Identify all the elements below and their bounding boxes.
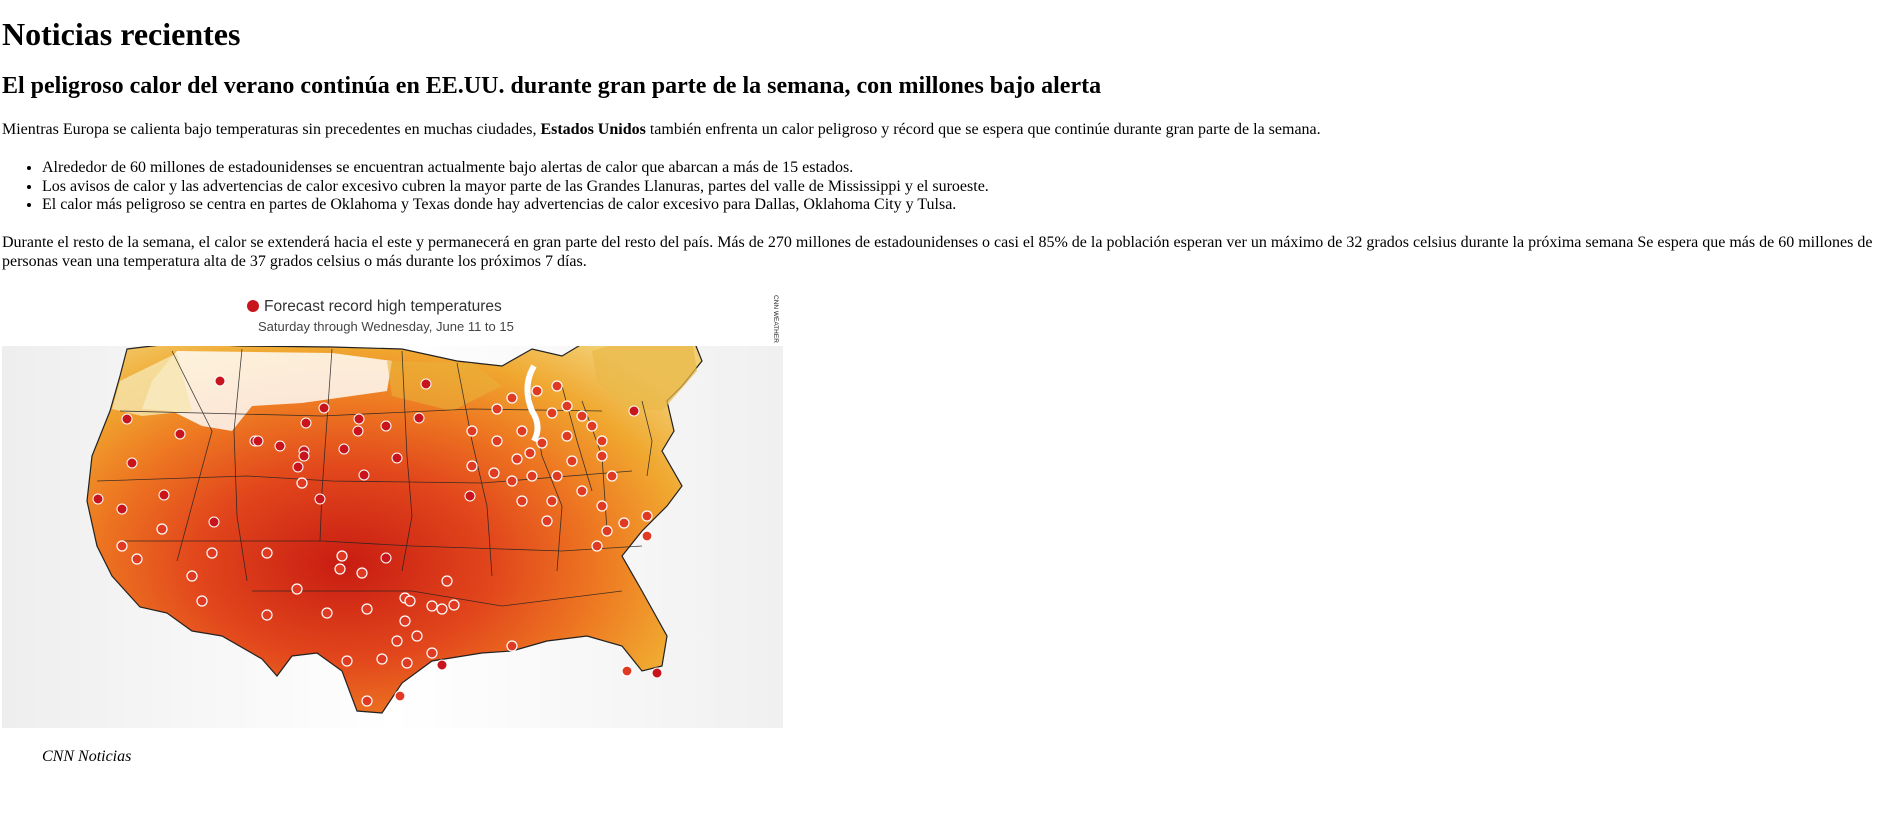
key-points-list: Alrededor de 60 millones de estadouniden… — [2, 159, 1896, 214]
intro-bold-country: Estados Unidos — [540, 120, 646, 138]
record-high-dots-outlined — [116, 380, 653, 707]
intro-text-after: también enfrenta un calor peligroso y ré… — [645, 120, 1321, 138]
map-credit: CNN WEATHER — [772, 295, 779, 343]
article-title: El peligroso calor del verano continúa e… — [2, 73, 1102, 100]
article-body: Durante el resto de la semana, el calor … — [2, 234, 1873, 270]
news-article: El peligroso calor del verano continúa e… — [2, 73, 1896, 766]
legend-dot-icon — [247, 300, 259, 313]
key-point: Los avisos de calor y las advertencias d… — [42, 178, 1896, 196]
heat-map-figure: Forecast record high temperatures Saturd… — [2, 291, 1896, 766]
usa-map-shape — [86, 322, 703, 714]
figure-caption: CNN Noticias — [42, 748, 132, 766]
key-point: El calor más peligroso se centra en part… — [42, 196, 1896, 214]
map-legend-label: Forecast record high temperatures — [264, 298, 502, 315]
key-point: Alrededor de 60 millones de estadouniden… — [42, 159, 1896, 177]
article-intro: Mientras Europa se calienta bajo tempera… — [2, 121, 1896, 139]
record-high-dots — [92, 375, 663, 679]
intro-text-before: Mientras Europa se calienta bajo tempera… — [2, 120, 541, 138]
page-heading: Noticias recientes — [2, 16, 241, 52]
heat-map-image: Forecast record high temperatures Saturd… — [2, 291, 783, 729]
map-subtitle: Saturday through Wednesday, June 11 to 1… — [258, 319, 514, 334]
